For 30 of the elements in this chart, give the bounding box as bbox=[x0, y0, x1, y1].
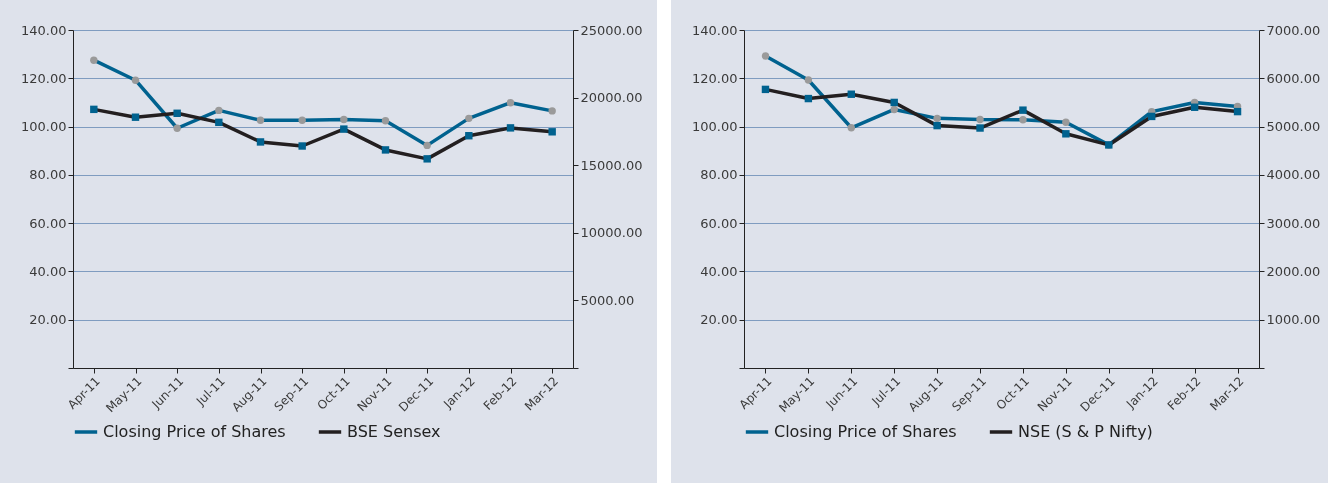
y-tick-label: 100.00 bbox=[21, 119, 67, 135]
y-tick-label: 100.00 bbox=[692, 119, 738, 135]
y-tick-label: 140.00 bbox=[21, 22, 67, 38]
legend-label: Closing Price of Shares bbox=[103, 422, 286, 441]
y-tick-label: 80.00 bbox=[700, 167, 738, 183]
y2-tick-label: 15000.00 bbox=[580, 157, 643, 173]
y-tick-label: 60.00 bbox=[700, 215, 738, 231]
y2-tick-label: 1000.00 bbox=[1266, 312, 1321, 328]
y-tick-label: 40.00 bbox=[700, 263, 738, 279]
legend-label: NSE (S & P Nifty) bbox=[1018, 422, 1153, 441]
y2-tick-label: 7000.00 bbox=[1266, 22, 1321, 38]
y-tick-label: 20.00 bbox=[29, 312, 67, 328]
y-tick-label: 80.00 bbox=[29, 167, 67, 183]
y2-tick-label: 20000.00 bbox=[580, 90, 643, 106]
y2-tick-label: 25000.00 bbox=[580, 22, 643, 38]
legend-label: Closing Price of Shares bbox=[774, 422, 957, 441]
y2-tick-label: 6000.00 bbox=[1266, 70, 1321, 86]
y-tick-label: 40.00 bbox=[29, 263, 67, 279]
y2-tick-label: 3000.00 bbox=[1266, 215, 1321, 231]
y2-tick-label: 5000.00 bbox=[1266, 119, 1321, 135]
y2-tick-label: 5000.00 bbox=[580, 292, 635, 308]
y-tick-label: 20.00 bbox=[700, 312, 738, 328]
y-tick-label: 60.00 bbox=[29, 215, 67, 231]
y2-tick-label: 2000.00 bbox=[1266, 263, 1321, 279]
y2-tick-label: 4000.00 bbox=[1266, 167, 1321, 183]
legend-label: BSE Sensex bbox=[347, 422, 441, 441]
y-tick-label: 120.00 bbox=[692, 70, 738, 86]
y2-tick-label: 10000.00 bbox=[580, 225, 643, 241]
y-tick-label: 140.00 bbox=[692, 22, 738, 38]
y-tick-label: 120.00 bbox=[21, 70, 67, 86]
